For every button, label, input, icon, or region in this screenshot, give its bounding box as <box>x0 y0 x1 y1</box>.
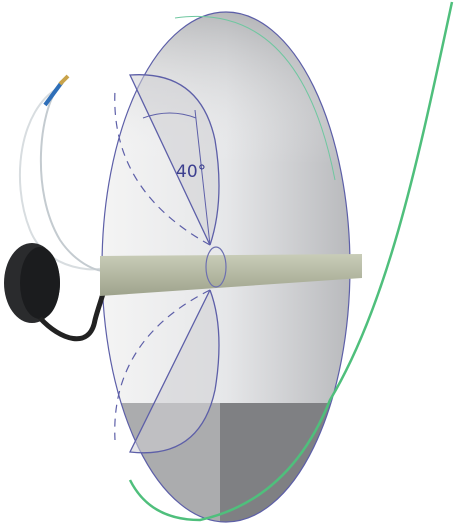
upper-lobe <box>129 74 220 246</box>
lower-lobe <box>129 289 220 454</box>
connector-tip <box>58 74 70 86</box>
green-curve <box>128 1 454 522</box>
dish-rim <box>174 16 336 181</box>
cable <box>39 87 107 272</box>
dashed-lobe <box>114 89 211 246</box>
connector <box>43 80 64 107</box>
angle-line <box>194 109 211 246</box>
angle-label: 40° <box>176 162 206 182</box>
rod-ring <box>205 246 227 288</box>
puck-face <box>20 247 60 319</box>
rod <box>100 254 362 296</box>
angle-arc <box>142 112 197 119</box>
